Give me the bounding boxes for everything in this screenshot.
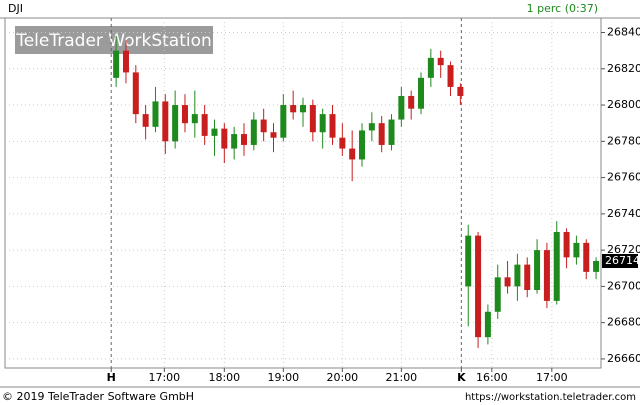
y-tick-label: 26820 — [607, 62, 640, 75]
candle-body — [290, 105, 297, 113]
y-tick-label: 26840 — [607, 26, 640, 39]
candle-body — [191, 114, 198, 124]
watermark-box — [15, 26, 213, 54]
y-tick-label: 26800 — [607, 98, 640, 111]
candle-body — [162, 101, 169, 142]
candle-body — [221, 128, 228, 149]
candle-body — [398, 95, 405, 120]
candle-body — [593, 261, 600, 272]
symbol: DJI — [8, 2, 23, 15]
candle-body — [152, 101, 159, 127]
y-tick-label: 26680 — [607, 316, 640, 329]
candle-body — [418, 77, 425, 109]
candle-body — [349, 148, 356, 160]
candle-body — [329, 114, 336, 138]
candle-body — [309, 105, 316, 133]
candle-body — [475, 235, 482, 338]
candle-body — [122, 50, 129, 73]
x-tick-label: 20:00 — [326, 371, 358, 384]
x-tick-label: 21:00 — [385, 371, 417, 384]
last-price-box — [602, 254, 638, 269]
x-tick-label: 17:00 — [148, 371, 180, 384]
x-tick-label: H — [107, 371, 116, 384]
x-tick-label: 18:00 — [208, 371, 240, 384]
y-tick-label: 26700 — [607, 279, 640, 292]
candle-body — [494, 277, 501, 312]
candle-body — [368, 123, 375, 131]
candle-body — [319, 114, 326, 133]
candle-body — [504, 277, 511, 287]
candle-body — [339, 137, 346, 149]
x-tick-label: 16:00 — [476, 371, 508, 384]
candle-body — [388, 119, 395, 145]
y-tick-label: 26780 — [607, 134, 640, 147]
candle-body — [457, 86, 464, 96]
y-tick-label: 26740 — [607, 207, 640, 220]
candle-body — [553, 231, 560, 301]
candle-body — [408, 95, 415, 109]
candle-body — [201, 114, 208, 136]
candle-body — [359, 130, 366, 160]
candle-body — [300, 105, 306, 113]
candle-body — [231, 134, 238, 149]
candle-body — [270, 132, 277, 138]
candle-body — [534, 250, 541, 291]
x-tick-label: 17:00 — [536, 371, 568, 384]
interval: 1 perc (0:37) — [527, 2, 598, 15]
candle-body — [172, 105, 179, 142]
last-price-label: 26714 — [605, 254, 640, 267]
y-tick-label: 26720 — [607, 243, 640, 256]
candle-body — [378, 123, 385, 145]
candle-body — [447, 65, 454, 87]
candle-body — [427, 57, 434, 78]
candle-body — [465, 235, 472, 287]
candle-body — [484, 311, 491, 338]
candle-body — [181, 105, 188, 124]
footer-left: © 2019 TeleTrader Software GmbH — [2, 390, 194, 403]
x-tick-label: K — [457, 371, 466, 384]
y-tick-label: 26760 — [607, 171, 640, 184]
candle-body — [563, 231, 570, 258]
candle-body — [573, 242, 580, 258]
candle-body — [142, 114, 149, 127]
plot-area — [4, 17, 602, 369]
candle-body — [583, 242, 590, 272]
candle-body — [543, 250, 550, 301]
candle-body — [250, 119, 257, 145]
candle-body — [524, 264, 531, 291]
candle-body — [514, 264, 521, 287]
candle-body — [437, 57, 444, 66]
x-tick-label: 19:00 — [267, 371, 299, 384]
footer-right: https://workstation.teletrader.com — [465, 392, 636, 403]
candle-body — [211, 128, 218, 136]
candle-body — [280, 105, 287, 138]
watermark: TeleTrader WorkStation — [15, 31, 212, 51]
candle-body — [132, 72, 139, 115]
y-tick-label: 26660 — [607, 352, 640, 365]
candle-body — [260, 119, 267, 133]
candle-body — [113, 50, 120, 78]
candle-body — [240, 134, 247, 145]
